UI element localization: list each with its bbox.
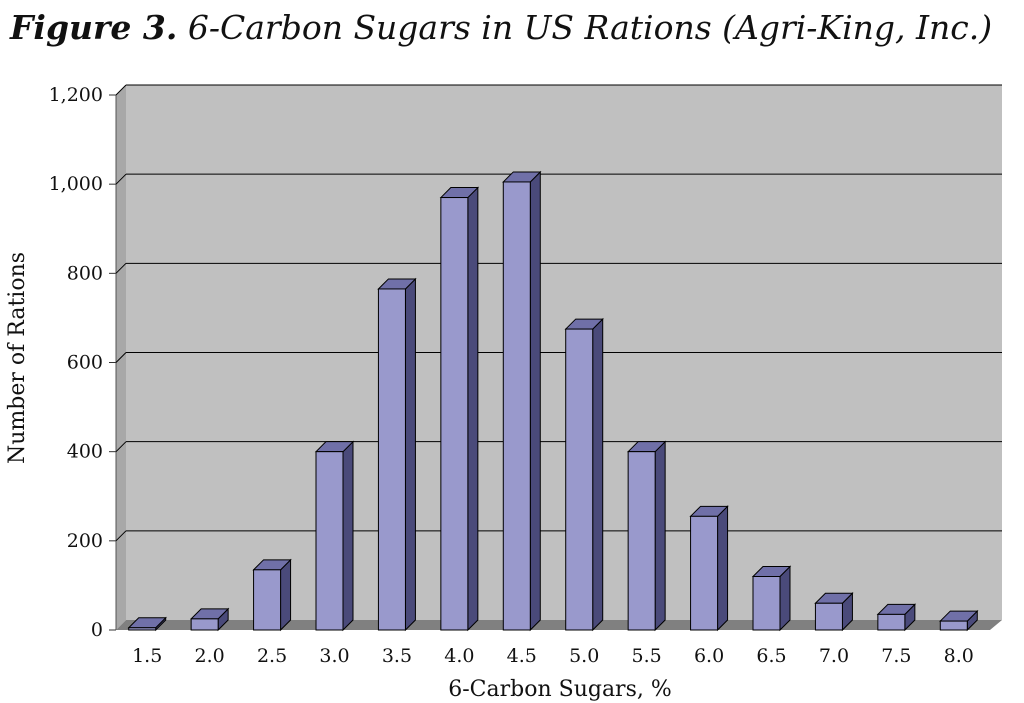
bar-side [404,277,416,632]
bar [689,505,729,632]
bar [564,317,604,632]
x-tick-label: 4.5 [507,645,537,667]
bar-front [627,451,656,631]
chart-title-text: 6-Carbon Sugars in US Rations (Agri-King… [187,8,993,47]
y-axis-ticks: 0 200 400 600 800 1,000 1,200 [49,84,116,641]
x-axis-ticks: 1.5 2.0 2.5 3.0 3.5 4.0 4.5 5.0 5.5 6.0 6.5 7.0 7.5 8… [132,645,974,667]
bar-front [502,181,531,631]
y-tick-label: 400 [67,441,103,463]
bar-side [592,317,604,632]
x-tick-label: 7.5 [881,645,911,667]
x-tick-label: 3.5 [382,645,412,667]
bar [377,277,417,632]
bar [439,186,480,632]
bar-front [315,451,344,631]
x-tick-label: 5.0 [569,645,599,667]
bar [189,607,230,632]
bar [502,170,542,632]
gridlines [115,84,1002,542]
x-tick-label: 5.5 [632,645,662,667]
gridline-side [115,173,127,185]
bar [876,603,917,632]
bar [626,440,667,632]
y-tick-label: 800 [67,262,103,284]
y-tick-label: 1,000 [49,173,103,195]
y-tick-label: 200 [67,530,103,552]
gridline-side [115,441,127,453]
bar-side [467,186,479,632]
bar-front [877,613,906,631]
x-tick-label: 6.0 [694,645,724,667]
gridline-side [115,530,127,542]
bar [751,565,792,632]
bar-side [280,558,292,632]
bar-front [814,602,843,631]
y-axis-title: Number of Rations [5,252,30,464]
chart-title-lead: Figure 3. [10,8,178,47]
floor [116,620,1002,630]
bar-front [377,288,406,631]
x-tick-label: 2.5 [257,645,287,667]
x-tick-label: 8.0 [944,645,974,667]
bars [127,170,979,632]
x-tick-label: 4.0 [444,645,474,667]
bar-front [190,618,219,631]
bar-front [752,576,781,631]
gridline-side [115,352,127,363]
bar-front [690,515,719,631]
y-tick-label: 1,200 [49,84,103,106]
bar-front [253,569,282,631]
bar [939,609,979,632]
bar-side [717,505,729,632]
bar-side [654,440,666,632]
y-tick-label: 0 [91,619,103,641]
x-tick-label: 6.5 [756,645,786,667]
bar-side [779,565,791,632]
chart-title: Figure 3. 6-Carbon Sugars in US Rations … [10,8,1020,60]
bar [814,592,854,632]
y-tick-label: 600 [67,352,103,374]
x-tick-label: 7.0 [819,645,849,667]
bar [252,558,292,632]
bar-side [529,170,541,632]
bar [127,616,167,632]
x-tick-label: 3.0 [319,645,349,667]
x-tick-label: 1.5 [132,645,162,667]
x-tick-label: 2.0 [195,645,225,667]
bar-front [939,620,968,631]
bar-side [342,440,354,632]
bar-front [128,627,157,631]
gridline-side [115,84,127,96]
x-axis-title: 6-Carbon Sugars, % [448,677,672,702]
bar-front [565,328,594,631]
bar-front [440,197,469,631]
bar [314,440,355,632]
plot-area [115,85,1002,630]
gridline-side [115,262,127,274]
